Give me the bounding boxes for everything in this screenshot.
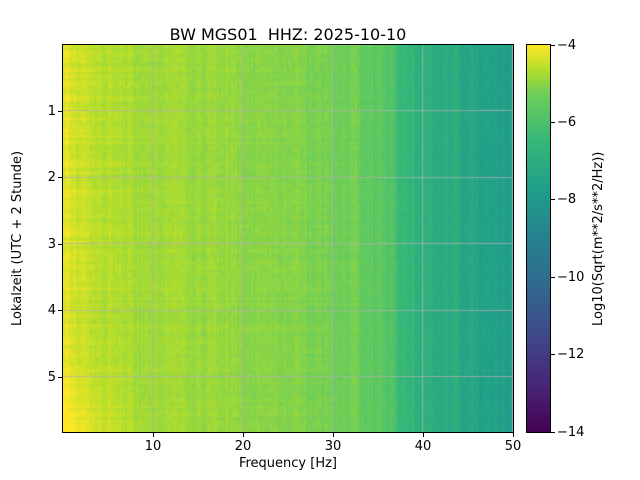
y-tick bbox=[58, 110, 62, 112]
y-tick bbox=[58, 376, 62, 378]
colorbar-tick-label: −10 bbox=[557, 269, 585, 285]
colorbar-tick-label: −4 bbox=[557, 37, 577, 53]
y-tick-label: 5 bbox=[47, 369, 56, 385]
colorbar-tick-label: −8 bbox=[557, 192, 577, 208]
x-tick-label: 50 bbox=[504, 439, 522, 454]
x-tick-label: 10 bbox=[144, 439, 162, 454]
y-tick-label: 4 bbox=[47, 303, 56, 319]
y-tick bbox=[58, 243, 62, 245]
y-tick bbox=[58, 310, 62, 312]
colorbar-tick bbox=[551, 276, 555, 278]
colorbar-tick-label: −12 bbox=[557, 347, 585, 363]
x-tick-label: 30 bbox=[324, 439, 342, 454]
colorbar bbox=[526, 44, 551, 433]
y-tick bbox=[58, 177, 62, 179]
y-tick-label: 2 bbox=[47, 170, 56, 186]
x-tick bbox=[512, 433, 514, 437]
x-tick-label: 20 bbox=[234, 439, 252, 454]
colorbar-tick bbox=[551, 199, 555, 201]
colorbar-tick bbox=[551, 121, 555, 123]
colorbar-gradient bbox=[527, 45, 550, 432]
x-tick bbox=[152, 433, 154, 437]
x-tick-label: 40 bbox=[414, 439, 432, 454]
colorbar-tick-label: −14 bbox=[557, 424, 585, 440]
x-tick bbox=[422, 433, 424, 437]
chart-title: BW MGS01 HHZ: 2025-10-10 bbox=[169, 25, 407, 44]
y-axis-label: Lokalzeit (UTC + 2 Stunde) bbox=[10, 150, 25, 327]
colorbar-tick-label: −6 bbox=[557, 114, 577, 130]
x-tick bbox=[242, 433, 244, 437]
colorbar-tick bbox=[551, 354, 555, 356]
y-tick-label: 3 bbox=[47, 236, 56, 252]
colorbar-tick bbox=[551, 44, 555, 46]
x-tick bbox=[332, 433, 334, 437]
colorbar-tick bbox=[551, 431, 555, 433]
y-tick-label: 1 bbox=[47, 103, 56, 119]
plot-area bbox=[62, 44, 514, 433]
x-axis-label: Frequency [Hz] bbox=[238, 456, 338, 471]
colorbar-label: Log10(Sqrt(m**2/s**2/Hz)) bbox=[591, 151, 606, 326]
spectrogram-image bbox=[63, 45, 513, 432]
